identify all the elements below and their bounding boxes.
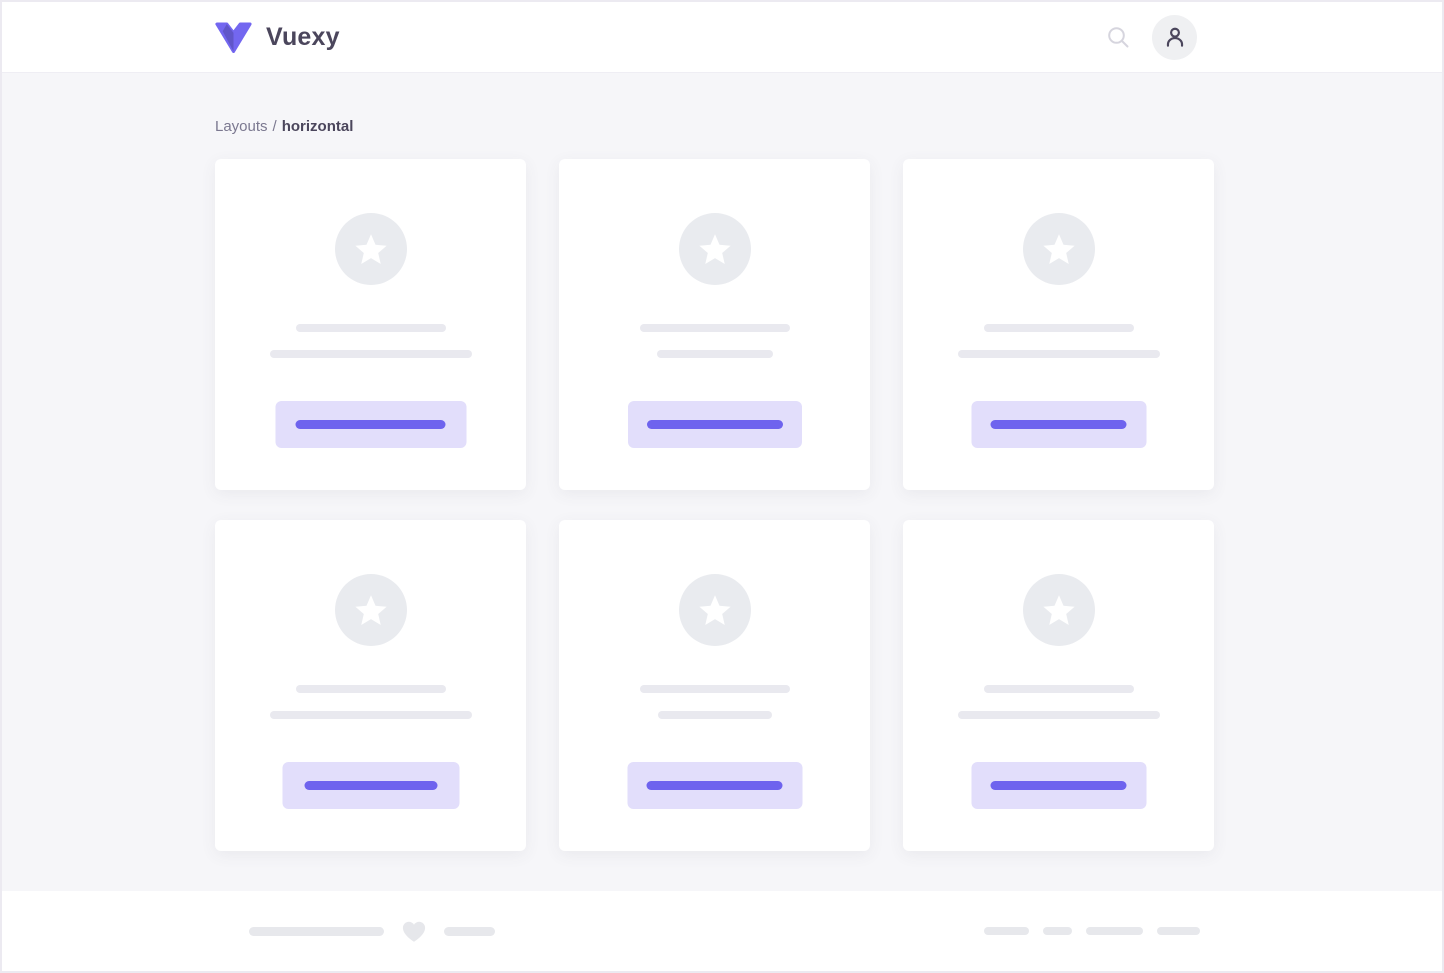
footer-text-placeholder — [249, 926, 384, 936]
footer-left-placeholders — [249, 918, 495, 944]
user-avatar[interactable] — [1152, 14, 1197, 60]
header-container: Vuexy — [213, 14, 1213, 60]
star-icon — [698, 595, 731, 625]
vuexy-logo-icon — [215, 22, 252, 53]
placeholder-card — [215, 159, 526, 490]
footer-text-placeholder — [1086, 927, 1143, 935]
text-placeholder-line-2 — [657, 711, 772, 719]
button-placeholder[interactable] — [282, 762, 459, 809]
button-placeholder[interactable] — [971, 401, 1146, 448]
placeholder-card — [559, 159, 870, 490]
button-placeholder[interactable] — [627, 401, 802, 448]
brand-name: Vuexy — [266, 22, 340, 51]
text-placeholder-line-2 — [269, 350, 472, 358]
image-placeholder-circle — [1022, 574, 1095, 646]
header-actions — [1107, 14, 1213, 60]
breadcrumb: Layouts / horizontal — [215, 116, 1214, 137]
text-placeholder-line-2 — [269, 711, 472, 719]
image-placeholder-circle — [678, 574, 751, 646]
content-container: Layouts / horizontal — [215, 116, 1214, 851]
placeholder-card — [903, 520, 1214, 851]
button-label-placeholder — [990, 420, 1127, 429]
text-placeholder-line-2 — [957, 711, 1160, 719]
card-grid — [215, 159, 1214, 851]
text-placeholder-line-1 — [639, 324, 790, 332]
text-placeholder-line-1 — [295, 324, 446, 332]
brand-logo[interactable]: Vuexy — [213, 22, 340, 53]
button-placeholder[interactable] — [275, 401, 466, 448]
text-placeholder-line-1 — [983, 324, 1134, 332]
image-placeholder-circle — [334, 574, 407, 646]
text-placeholder-line-2 — [957, 350, 1160, 358]
star-icon — [1042, 234, 1075, 264]
heart-icon — [402, 921, 426, 942]
placeholder-card — [215, 520, 526, 851]
button-placeholder[interactable] — [627, 762, 802, 809]
search-icon — [1108, 27, 1129, 48]
breadcrumb-link-layouts[interactable]: Layouts — [215, 118, 268, 135]
footer-text-placeholder — [984, 927, 1029, 935]
image-placeholder-circle — [678, 213, 751, 285]
footer-text-placeholder — [444, 926, 495, 936]
star-icon — [698, 234, 731, 264]
footer-text-placeholder — [1043, 927, 1072, 935]
app-footer — [2, 891, 1442, 971]
button-label-placeholder — [646, 420, 783, 429]
button-placeholder[interactable] — [971, 762, 1146, 809]
content-area: Layouts / horizontal — [2, 73, 1442, 891]
button-label-placeholder — [295, 420, 446, 429]
breadcrumb-separator: / — [272, 118, 277, 135]
app-header: Vuexy — [2, 2, 1442, 73]
search-button[interactable] — [1107, 26, 1129, 48]
footer-container — [215, 918, 1214, 944]
star-icon — [354, 595, 387, 625]
placeholder-card — [559, 520, 870, 851]
text-placeholder-line-1 — [983, 685, 1134, 693]
button-label-placeholder — [304, 781, 437, 790]
text-placeholder-line-1 — [295, 685, 446, 693]
footer-text-placeholder — [1157, 927, 1200, 935]
footer-right-placeholders — [984, 927, 1200, 935]
text-placeholder-line-2 — [656, 350, 773, 358]
button-label-placeholder — [646, 781, 783, 790]
star-icon — [1042, 595, 1075, 625]
button-label-placeholder — [990, 781, 1127, 790]
user-icon — [1166, 27, 1183, 47]
placeholder-card — [903, 159, 1214, 490]
image-placeholder-circle — [1022, 213, 1095, 285]
breadcrumb-current: horizontal — [281, 118, 354, 135]
text-placeholder-line-1 — [639, 685, 790, 693]
image-placeholder-circle — [334, 213, 407, 285]
star-icon — [354, 234, 387, 264]
